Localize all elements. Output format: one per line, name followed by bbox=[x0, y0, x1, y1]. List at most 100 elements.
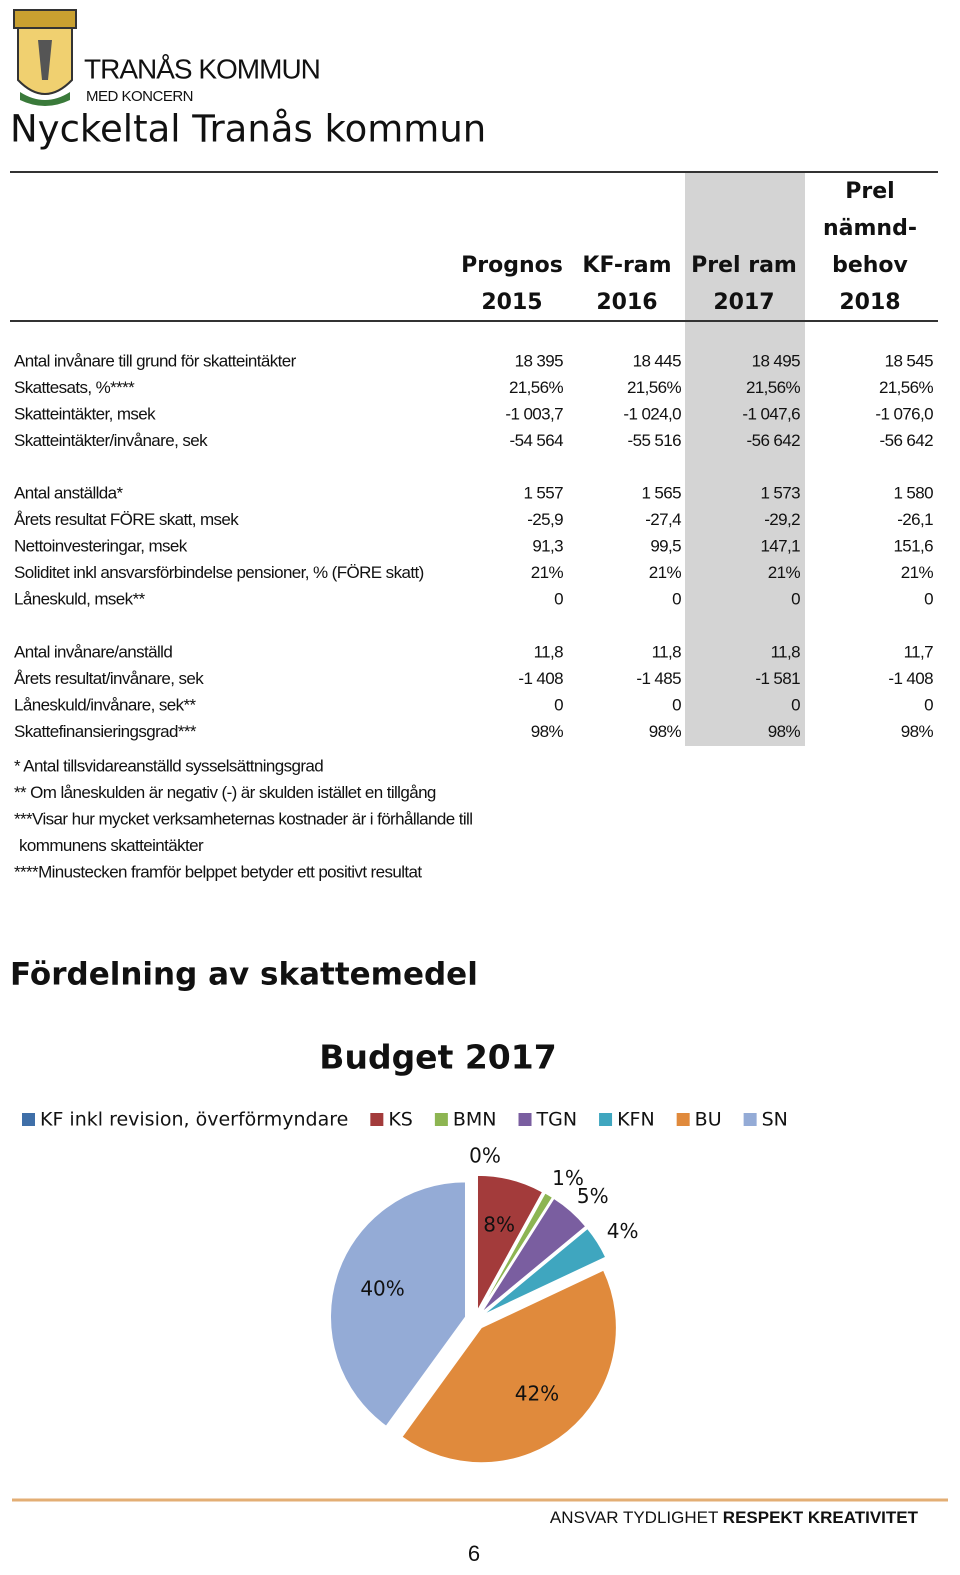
cell: 21,56% bbox=[879, 378, 934, 397]
legend-label: SN bbox=[762, 1109, 788, 1131]
legend-label: KS bbox=[388, 1109, 413, 1131]
cell: 0 bbox=[924, 589, 933, 608]
cell: 91,3 bbox=[532, 536, 563, 555]
page-number: 6 bbox=[468, 1541, 480, 1566]
cell: 18 495 bbox=[752, 351, 801, 370]
cell: -56 642 bbox=[747, 431, 801, 450]
cell: 0 bbox=[554, 589, 563, 608]
cell: 18 545 bbox=[885, 351, 934, 370]
logo bbox=[13, 9, 77, 106]
cell: 1 573 bbox=[760, 483, 800, 502]
chart-title: Budget 2017 bbox=[319, 1038, 556, 1077]
cell: 11,8 bbox=[652, 642, 682, 661]
pie-slice bbox=[481, 1197, 587, 1313]
legend-swatch bbox=[518, 1113, 532, 1126]
row-label: Skatteintäkter, msek bbox=[14, 404, 156, 423]
cell: 151,6 bbox=[893, 536, 933, 555]
row-label: Antal anställda* bbox=[14, 483, 124, 502]
cell: 99,5 bbox=[650, 536, 681, 555]
org-name: TRANÅS KOMMUN bbox=[84, 53, 320, 84]
legend-swatch bbox=[599, 1113, 613, 1126]
column-header: Prognos bbox=[461, 253, 563, 278]
row-label: Årets resultat FÖRE skatt, msek bbox=[14, 510, 239, 529]
legend-swatch bbox=[434, 1113, 448, 1126]
column-header: behov bbox=[832, 253, 908, 278]
note: kommunens skatteintäkter bbox=[19, 836, 204, 855]
cell: 98% bbox=[531, 722, 564, 741]
column-header: 2016 bbox=[596, 290, 657, 315]
cell: -26,1 bbox=[897, 510, 933, 529]
page-title: Nyckeltal Tranås kommun bbox=[10, 108, 486, 151]
cell: 18 445 bbox=[633, 351, 682, 370]
cell: 0 bbox=[554, 695, 563, 714]
row-label: Låneskuld/invånare, sek** bbox=[14, 695, 197, 714]
cell: -27,4 bbox=[645, 510, 681, 529]
cell: 98% bbox=[768, 722, 801, 741]
slice-label: 1% bbox=[552, 1166, 584, 1190]
cell: 0 bbox=[791, 589, 800, 608]
row-label: Skattefinansieringsgrad*** bbox=[14, 722, 197, 741]
slice-label: 5% bbox=[577, 1184, 609, 1208]
pie-slice bbox=[476, 1174, 544, 1311]
note: ***Visar hur mycket verksamheternas kost… bbox=[14, 809, 472, 828]
section-title: Fördelning av skattemedel bbox=[10, 957, 478, 993]
cell: 21,56% bbox=[509, 378, 564, 397]
legend-label: TGN bbox=[536, 1109, 578, 1131]
row-label: Skatteintäkter/invånare, sek bbox=[14, 431, 208, 450]
slice-label: 40% bbox=[360, 1276, 404, 1300]
highlight-column bbox=[685, 172, 805, 746]
cell: 1 557 bbox=[523, 483, 563, 502]
motto: ANSVAR TYDLIGHET RESPEKT KREATIVITET bbox=[550, 1508, 919, 1527]
column-header: KF-ram bbox=[582, 253, 671, 278]
slice-label: 4% bbox=[607, 1219, 639, 1243]
cell: -25,9 bbox=[527, 510, 563, 529]
row-label: Nettoinvesteringar, msek bbox=[14, 536, 188, 555]
column-header: 2018 bbox=[839, 290, 900, 315]
cell: -1 024,0 bbox=[623, 404, 681, 423]
pie-slice bbox=[483, 1227, 607, 1316]
slice-label: 8% bbox=[483, 1212, 515, 1236]
cell: -55 516 bbox=[628, 431, 682, 450]
slice-label: 42% bbox=[515, 1381, 559, 1405]
cell: 18 395 bbox=[515, 351, 564, 370]
row-label: Skattesats, %**** bbox=[14, 378, 135, 397]
cell: -29,2 bbox=[764, 510, 800, 529]
column-header: 2015 bbox=[481, 290, 542, 315]
cell: 21% bbox=[531, 563, 564, 582]
cell: 0 bbox=[672, 695, 681, 714]
cell: 11,8 bbox=[534, 642, 564, 661]
legend-label: BMN bbox=[453, 1109, 497, 1131]
cell: 98% bbox=[649, 722, 682, 741]
cell: 21% bbox=[768, 563, 801, 582]
cell: 0 bbox=[672, 589, 681, 608]
legend-swatch bbox=[22, 1113, 35, 1126]
cell: -56 642 bbox=[880, 431, 934, 450]
cell: -1 076,0 bbox=[875, 404, 933, 423]
cell: 98% bbox=[901, 722, 934, 741]
cell: 1 580 bbox=[893, 483, 933, 502]
column-header: Prel ram bbox=[691, 253, 797, 278]
legend-label: KFN bbox=[617, 1109, 655, 1131]
motto-bold: RESPEKT KREATIVITET bbox=[723, 1508, 919, 1527]
motto-light: ANSVAR TYDLIGHET bbox=[550, 1508, 718, 1527]
org-sub: MED KONCERN bbox=[86, 88, 193, 105]
row-label: Soliditet inkl ansvarsförbindelse pensio… bbox=[14, 563, 424, 582]
cell: 21,56% bbox=[627, 378, 682, 397]
cell: -54 564 bbox=[510, 431, 564, 450]
cell: 11,8 bbox=[771, 642, 801, 661]
cell: -1 003,7 bbox=[505, 404, 563, 423]
cell: -1 408 bbox=[888, 669, 933, 688]
cell: 0 bbox=[791, 695, 800, 714]
legend-swatch bbox=[743, 1113, 757, 1126]
cell: 0 bbox=[924, 695, 933, 714]
row-label: Antal invånare/anställd bbox=[14, 642, 172, 661]
note: * Antal tillsvidareanställd sysselsättni… bbox=[14, 756, 323, 775]
cell: 21% bbox=[649, 563, 682, 582]
cell: -1 047,6 bbox=[742, 404, 800, 423]
pie-slice bbox=[330, 1181, 466, 1427]
pie-slice bbox=[479, 1192, 554, 1312]
legend-swatch bbox=[676, 1113, 690, 1126]
column-header: nämnd- bbox=[823, 216, 917, 241]
